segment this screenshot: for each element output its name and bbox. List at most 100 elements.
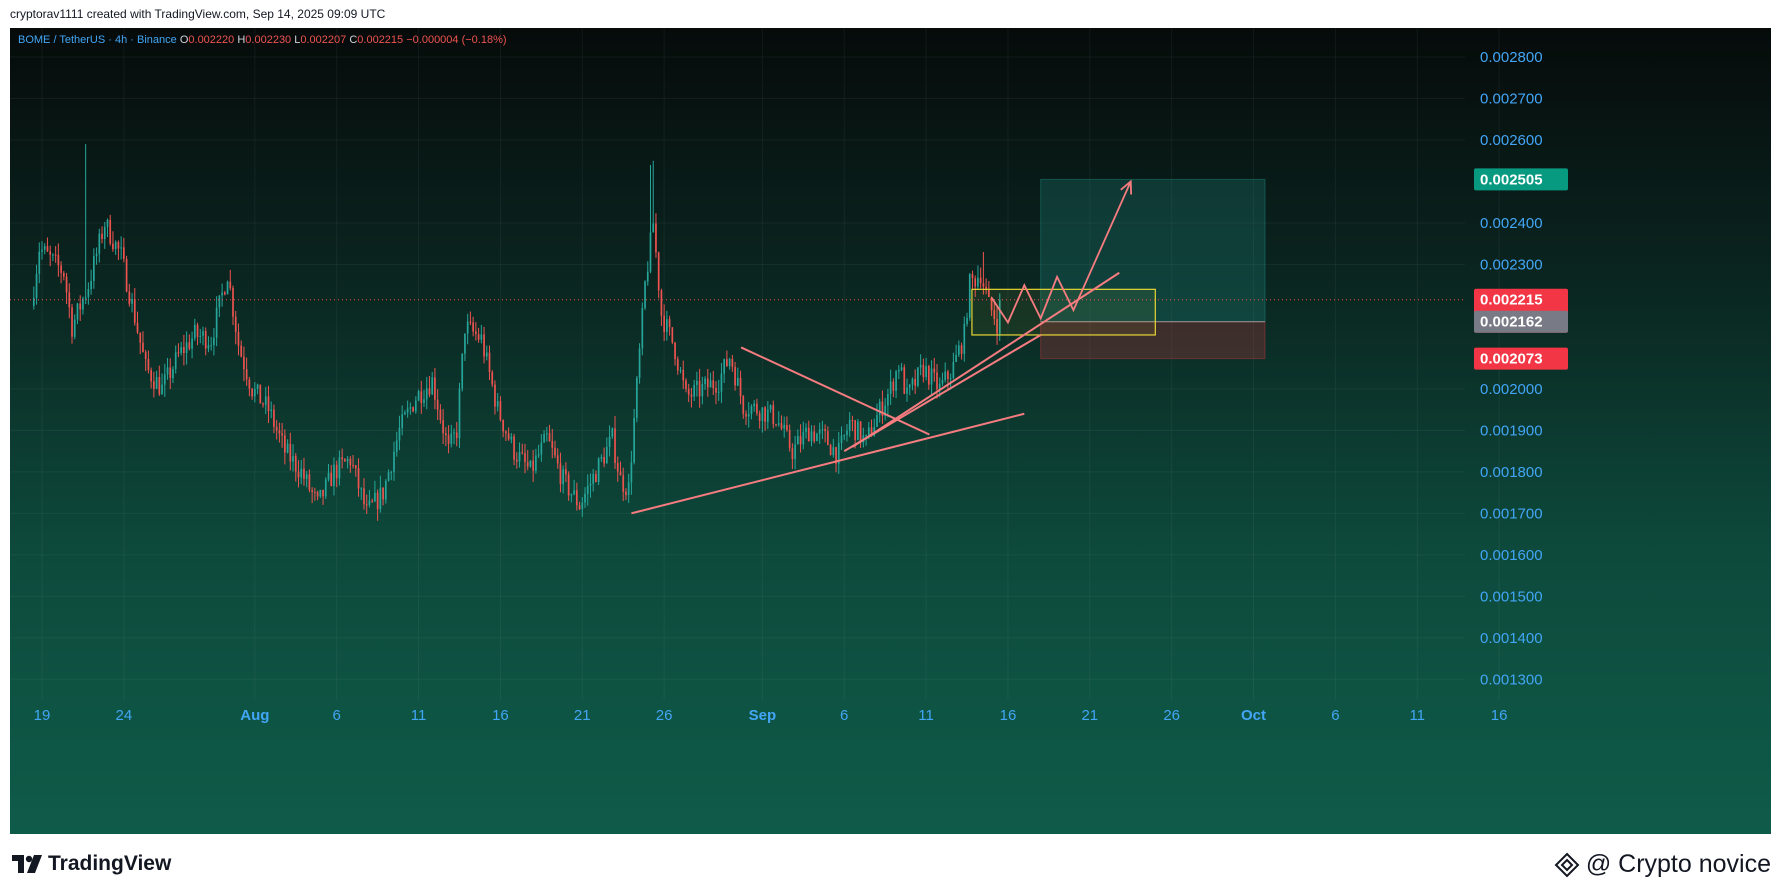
tradingview-logo[interactable]: TradingView — [12, 852, 171, 876]
candle-body — [679, 369, 682, 371]
time-tick-label: 16 — [1491, 707, 1508, 724]
candle-body — [543, 433, 545, 443]
candle-body — [562, 469, 565, 485]
candle-body — [644, 281, 646, 308]
candle-body — [52, 254, 54, 256]
candle-body — [327, 472, 330, 480]
chart-canvas[interactable]: 0.001300 0.001400 0.001500 0.001600 0.001700… — [10, 28, 1771, 834]
candle-body — [960, 345, 963, 354]
candle-body — [253, 389, 256, 397]
candle-body — [903, 367, 906, 394]
candle-body — [925, 366, 927, 377]
candle-body — [275, 426, 278, 431]
candle-body — [488, 352, 491, 373]
candle-body — [136, 322, 139, 333]
candle-body — [322, 489, 324, 497]
candle-body — [455, 432, 458, 439]
candle-body — [46, 246, 49, 252]
close-value: 0.002215 — [357, 34, 404, 46]
time-tick-label: 11 — [918, 707, 934, 724]
candle-body — [32, 297, 35, 306]
candle-body — [169, 367, 172, 379]
price-badge-last-value: 0.002215 — [1480, 292, 1543, 309]
candle-body — [226, 281, 229, 295]
candle-body — [71, 307, 73, 337]
candle-body — [739, 377, 742, 397]
candle-body — [638, 348, 641, 378]
candle-body — [251, 388, 253, 397]
chart-panel[interactable]: 0.001300 0.001400 0.001500 0.001600 0.001700… — [10, 28, 1771, 834]
candle-body — [526, 462, 529, 467]
time-tick-label: 24 — [116, 707, 133, 724]
candle-body — [977, 277, 979, 287]
price-badge-target — [1474, 168, 1568, 191]
candle-body — [43, 246, 46, 250]
rising-support-trendline-2 — [851, 271, 1120, 448]
candle-body — [352, 465, 354, 467]
change-value: −0.000004 (−0.18%) — [406, 34, 507, 46]
chart-header-caption: cryptorav1111 created with TradingView.c… — [0, 0, 1781, 28]
candle-body — [867, 427, 870, 435]
candle-body — [139, 332, 142, 343]
candle-body — [996, 318, 998, 334]
binance-diamond-icon — [1554, 852, 1580, 877]
candle-body — [273, 409, 275, 427]
candle-body — [357, 468, 360, 489]
symbol-legend: BOME / TetherUS · 4h · Binance O0.002220… — [18, 34, 507, 46]
candle-body — [447, 435, 450, 444]
candle-body — [796, 436, 799, 445]
candle-body — [376, 492, 379, 510]
candle-body — [289, 443, 292, 462]
candle-body — [813, 431, 816, 442]
candle-body — [158, 377, 161, 395]
candle-body — [297, 471, 300, 478]
candle-body — [854, 420, 856, 441]
price-tick-label: 0.001300 — [1480, 671, 1543, 688]
candle-body — [382, 487, 384, 500]
candle-body — [330, 472, 333, 487]
symbol-name[interactable]: BOME / TetherUS · 4h · Binance — [18, 34, 177, 46]
candle-body — [204, 331, 207, 349]
candle-body — [202, 331, 204, 336]
candle-body — [728, 358, 731, 366]
price-tick-label: 0.002300 — [1480, 256, 1543, 273]
price-tick-label: 0.002800 — [1480, 49, 1543, 66]
candle-body — [131, 299, 133, 304]
candle-body — [548, 433, 551, 442]
candle-body — [556, 455, 559, 464]
candle-body — [513, 436, 515, 460]
candle-body — [193, 324, 196, 339]
tradingview-brand: TradingView — [48, 852, 172, 875]
candle-body — [900, 367, 903, 370]
candle-body — [545, 433, 548, 435]
candle-body — [79, 303, 82, 310]
price-tick-label: 0.001500 — [1480, 588, 1543, 605]
candle-body — [95, 253, 98, 257]
candle-body — [49, 251, 52, 255]
candle-body — [799, 436, 802, 445]
candle-body — [636, 377, 638, 418]
candle-body — [747, 414, 750, 417]
candle-body — [731, 358, 734, 367]
candle-body — [409, 407, 412, 409]
candle-body — [696, 380, 698, 385]
candle-body — [966, 317, 968, 324]
time-axis[interactable]: 19 24 Aug 6 11 16 21 26 Sep 6 11 16 21 26 Oct 6 11 16 — [34, 707, 1508, 724]
candle-body — [807, 427, 810, 442]
price-axis[interactable]: 0.001300 0.001400 0.001500 0.001600 0.001700… — [1480, 49, 1543, 688]
candle-body — [84, 297, 87, 299]
candle-body — [112, 243, 114, 250]
candle-body — [425, 388, 428, 400]
time-tick-label: Oct — [1241, 707, 1266, 724]
candle-body — [881, 401, 884, 417]
candle-body — [344, 459, 346, 462]
candle-body — [365, 504, 368, 506]
candle-body — [704, 378, 706, 385]
entry-zone-box — [971, 288, 1156, 336]
candle-body — [947, 371, 949, 379]
candle-body — [927, 366, 930, 385]
low-value: 0.002207 — [300, 34, 347, 46]
candle-body — [745, 413, 747, 417]
candle-body — [303, 468, 305, 479]
candle-body — [120, 247, 122, 249]
